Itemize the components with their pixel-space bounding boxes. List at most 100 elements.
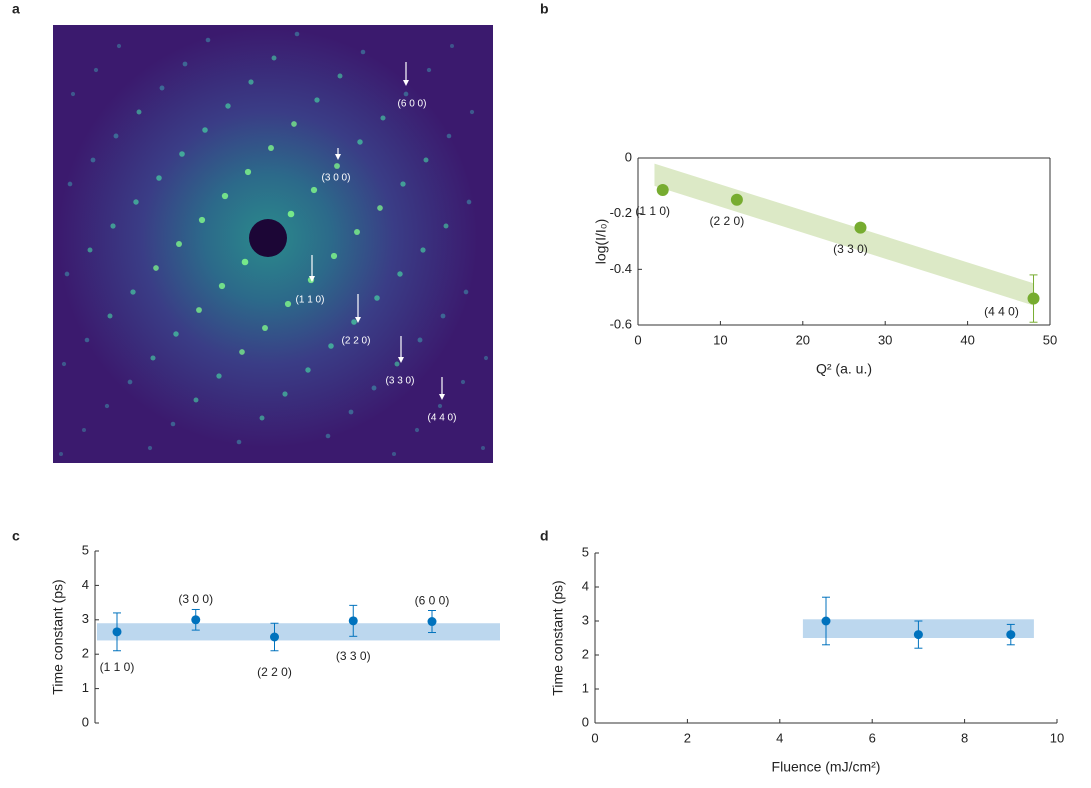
x-tick-label: 6 [869, 730, 876, 745]
diffraction-spot [202, 127, 208, 133]
data-point [913, 630, 923, 640]
diffraction-spot [193, 397, 199, 403]
data-point [730, 193, 743, 206]
diffraction-spot [133, 199, 139, 205]
diffraction-spot [334, 163, 340, 169]
diffraction-spot [236, 439, 242, 445]
annotation: (6 0 0) [398, 99, 427, 110]
diffraction-spot [241, 258, 249, 266]
diffraction-spot [150, 355, 156, 361]
data-point [112, 627, 122, 637]
diffraction-spot [107, 313, 113, 319]
y-tick-label: 0 [625, 149, 632, 164]
point-label: (4 4 0) [984, 305, 1019, 319]
diffraction-spot [84, 337, 90, 343]
diffraction-spot [87, 247, 93, 253]
diffraction-spot [348, 409, 354, 415]
y-tick-label: 2 [82, 646, 89, 661]
fit-band [654, 163, 1034, 306]
diffraction-spot [426, 67, 432, 73]
diffraction-spot [400, 181, 406, 187]
diffraction-spot [469, 109, 475, 115]
panel-label: a [12, 1, 20, 17]
y-tick-label: -0.4 [610, 261, 632, 276]
x-tick-label: 8 [961, 730, 968, 745]
diffraction-spot [205, 37, 211, 43]
diffraction-spot [196, 307, 202, 313]
diffraction-spot [182, 61, 188, 67]
diffraction-spot [176, 241, 182, 247]
diffraction-spot [221, 192, 229, 200]
diffraction-spot [59, 452, 63, 456]
diffraction-spot [170, 421, 176, 427]
y-tick-label: 5 [82, 542, 89, 557]
y-tick-label: 0 [82, 714, 89, 729]
diffraction-spot [90, 157, 96, 163]
diffraction-spot [397, 271, 403, 277]
diffraction-spot [147, 445, 153, 451]
diffraction-spot [198, 216, 206, 224]
x-tick-label: 0 [591, 730, 598, 745]
arrow-head [398, 357, 404, 363]
diffraction-spot [423, 157, 429, 163]
diffraction-spot [248, 79, 254, 85]
point-label: (1 1 0) [100, 660, 135, 674]
diffraction-spot [391, 451, 397, 457]
diffraction-spot [104, 403, 110, 409]
data-point [427, 617, 437, 627]
diffraction-spot [268, 145, 274, 151]
diffraction-spot [351, 319, 357, 325]
x-tick-label: 20 [796, 332, 810, 347]
diffraction-spot [61, 361, 67, 367]
diffraction-spot [337, 73, 343, 79]
x-tick-label: 40 [960, 332, 974, 347]
x-tick-label: 30 [878, 332, 892, 347]
data-point [656, 184, 669, 197]
y-tick-label: -0.2 [610, 205, 632, 220]
x-tick-label: 10 [1050, 730, 1064, 745]
annotation: (4 4 0) [428, 413, 457, 424]
diffraction-spot [330, 252, 338, 260]
point-label: (2 2 0) [710, 214, 745, 228]
panel-label: d [540, 528, 549, 544]
diffraction-spot [440, 313, 446, 319]
point-label: (3 0 0) [178, 592, 213, 606]
diffraction-spot [374, 295, 380, 301]
annotation: (3 0 0) [322, 173, 351, 184]
diffraction-spot [287, 210, 295, 218]
diffraction-spot [70, 91, 76, 97]
data-point [1006, 630, 1016, 640]
diffraction-spot [360, 49, 366, 55]
diffraction-spot [325, 433, 331, 439]
data-point [821, 616, 831, 626]
data-point [270, 632, 279, 642]
arrow-head [355, 317, 361, 323]
diffraction-spot [153, 265, 159, 271]
y-tick-label: 4 [582, 578, 589, 593]
diffraction-spot [216, 373, 222, 379]
diffraction-spot [314, 97, 320, 103]
y-tick-label: 3 [582, 612, 589, 627]
diffraction-spot [156, 175, 162, 181]
x-tick-label: 50 [1043, 332, 1057, 347]
diffraction-spot [179, 151, 185, 157]
data-point [191, 615, 201, 625]
diffraction-spot [67, 181, 73, 187]
diffraction-spot [446, 133, 452, 139]
diffraction-spot [380, 115, 386, 121]
diffraction-spot [282, 391, 288, 397]
diffraction-spot [82, 428, 86, 432]
y-tick-label: 5 [582, 544, 589, 559]
y-tick-label: 1 [82, 680, 89, 695]
diffraction-spot [218, 282, 226, 290]
diffraction-spot [417, 337, 423, 343]
diffraction-spot [310, 186, 318, 194]
x-tick-label: 4 [776, 730, 783, 745]
y-tick-label: 4 [82, 577, 89, 592]
diffraction-spot [284, 300, 292, 308]
diffraction-spot [463, 289, 469, 295]
diffraction-spot [305, 367, 311, 373]
x-tick-label: 0 [634, 332, 641, 347]
arrow-head [309, 276, 315, 282]
diffraction-spot [225, 103, 231, 109]
